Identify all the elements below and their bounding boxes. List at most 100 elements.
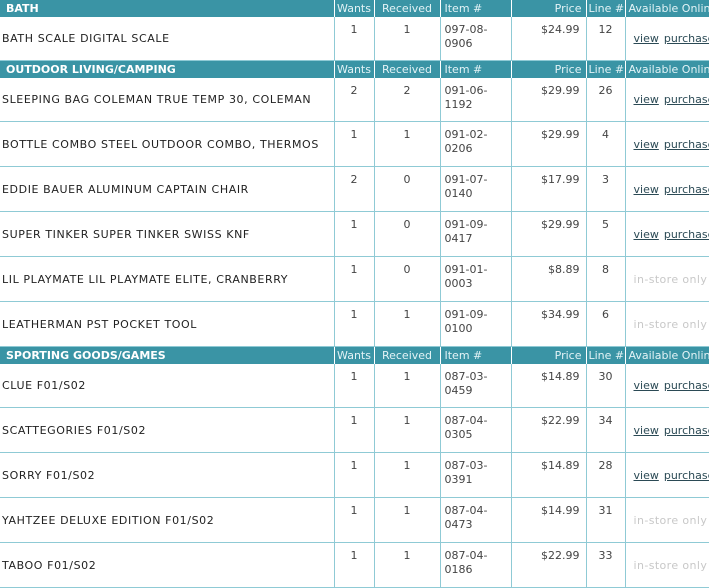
price: $14.89 [510,452,586,498]
column-header-available-online: Available Online [624,346,709,364]
received-count: 1 [373,301,440,347]
item-number: 091-01- 0003 [439,256,511,302]
purchase-link[interactable]: purchase [663,93,709,106]
line-number: 28 [585,452,625,498]
purchase-link[interactable]: purchase [663,227,709,241]
wants-count: 1 [333,407,374,453]
availability-cell: in-store only [624,301,709,347]
item-number-part-1: 091-09- [444,218,488,231]
price: $29.99 [510,78,586,122]
column-header-received: Received [373,60,440,78]
view-link[interactable]: view [633,32,659,45]
line-number: 31 [585,497,625,543]
view-link[interactable]: view [633,137,659,151]
line-number: 6 [585,301,625,347]
item-number: 087-03- 0391 [439,452,511,498]
price: $14.99 [510,497,586,543]
in-store-only-label: in-store only [633,272,708,286]
availability-cell: view purchase [624,121,709,167]
item-number-part-1: 091-09- [444,308,488,321]
item-number-part-2: 0417 [444,232,473,245]
product-row: YAHTZEE DELUXE EDITION F01/S02 1 1 087-04- 0… [0,497,709,543]
price: $24.99 [510,17,586,61]
item-number-part-1: 091-02- [444,128,488,141]
received-count: 1 [373,364,440,408]
wants-count: 1 [333,452,374,498]
line-number: 4 [585,121,625,167]
received-count: 2 [373,78,440,122]
availability-cell: view purchase [624,407,709,453]
wants-count: 1 [333,121,374,167]
item-number-part-2: 0459 [444,384,473,397]
availability-cell: in-store only [624,497,709,543]
column-header-wants: Wants [333,346,374,364]
product-name: BATH SCALE DIGITAL SCALE [0,17,334,61]
product-name: YAHTZEE DELUXE EDITION F01/S02 [0,497,334,543]
category-title: OUTDOOR LIVING/CAMPING [0,60,334,78]
received-count: 0 [373,256,440,302]
column-header-wants: Wants [333,0,374,17]
purchase-link[interactable]: purchase [663,423,709,437]
column-header-received: Received [373,0,440,17]
item-number: 091-09- 0100 [439,301,511,347]
item-number-part-1: 087-04- [444,504,488,517]
column-header-available-online: Available Online [624,0,709,17]
column-header-price: Price [510,0,586,17]
purchase-link[interactable]: purchase [663,32,709,45]
item-number: 087-04- 0473 [439,497,511,543]
line-number: 8 [585,256,625,302]
product-row: CLUE F01/S02 1 1 087-03- 0459 $14.89 30 view pur… [0,364,709,408]
purchase-link[interactable]: purchase [663,468,709,482]
received-count: 1 [373,497,440,543]
view-link[interactable]: view [633,93,659,106]
item-number-part-1: 087-03- [444,459,488,472]
view-link[interactable]: view [633,227,659,241]
availability-cell: view purchase [624,166,709,212]
wants-count: 1 [333,542,374,588]
product-name: SORRY F01/S02 [0,452,334,498]
item-number-part-2: 0305 [444,428,473,441]
availability-cell: in-store only [624,542,709,588]
availability-cell: view purchase [624,364,709,408]
column-header-price: Price [510,346,586,364]
product-row: LIL PLAYMATE LIL PLAYMATE ELITE, CRANBER… [0,256,709,302]
price: $22.99 [510,407,586,453]
received-count: 1 [373,407,440,453]
item-number-part-2: 0906 [444,37,473,50]
item-number-part-2: 0100 [444,322,473,335]
view-link[interactable]: view [633,379,659,392]
view-link[interactable]: view [633,423,659,437]
wants-count: 1 [333,17,374,61]
purchase-link[interactable]: purchase [663,182,709,196]
item-number-part-2: 0140 [444,187,473,200]
category-header-row: SPORTING GOODS/GAMES Wants Received Item # P… [0,346,709,364]
purchase-link[interactable]: purchase [663,137,709,151]
received-count: 1 [373,121,440,167]
item-number-part-2: 0206 [444,142,473,155]
line-number: 33 [585,542,625,588]
product-row: BATH SCALE DIGITAL SCALE 1 1 097-08- 0906 $24… [0,17,709,61]
purchase-link[interactable]: purchase [663,379,709,392]
line-number: 26 [585,78,625,122]
product-row: LEATHERMAN PST POCKET TOOL 1 1 091-09- 0100 $… [0,301,709,347]
item-number-part-2: 1192 [444,98,473,111]
column-header-price: Price [510,60,586,78]
column-header-available-online: Available Online [624,60,709,78]
category-title: BATH [0,0,334,17]
in-store-only-label: in-store only [633,317,708,331]
view-link[interactable]: view [633,182,659,196]
column-header-line-number: Line # [585,0,625,17]
product-row: SCATTEGORIES F01/S02 1 1 087-04- 0305 $22.99 3… [0,407,709,453]
column-header-item-number: Item # [439,0,511,17]
view-link[interactable]: view [633,468,659,482]
category-header-row: BATH Wants Received Item # Price Line # Availa… [0,0,709,17]
column-header-received: Received [373,346,440,364]
received-count: 1 [373,452,440,498]
product-name: LEATHERMAN PST POCKET TOOL [0,301,334,347]
item-number-part-2: 0186 [444,563,473,576]
item-number: 091-09- 0417 [439,211,511,257]
item-number-part-1: 091-07- [444,173,488,186]
column-header-wants: Wants [333,60,374,78]
line-number: 3 [585,166,625,212]
